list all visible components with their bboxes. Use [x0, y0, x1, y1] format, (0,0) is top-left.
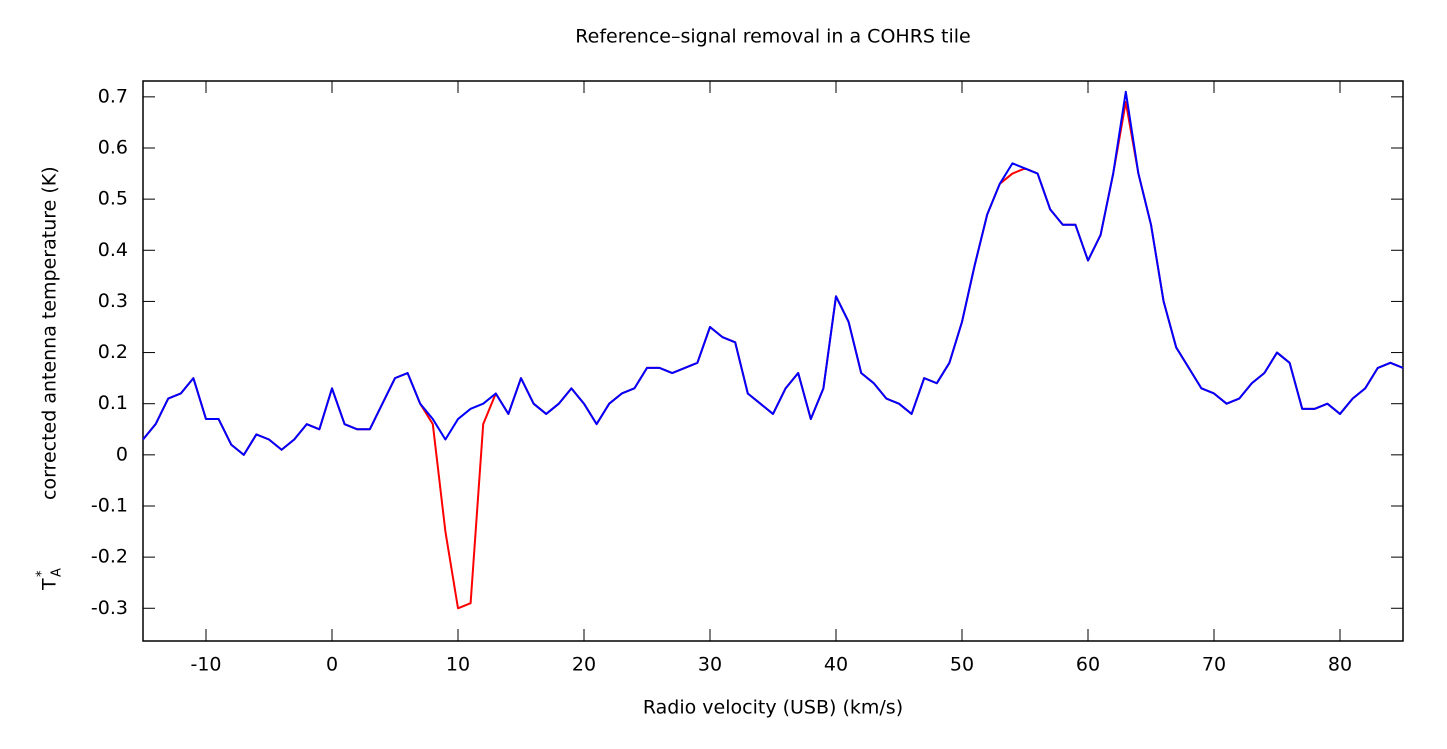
y-tick-label: 0 — [116, 443, 128, 465]
y-tick-label: 0.4 — [98, 239, 128, 261]
y-tick-label: 0.3 — [98, 290, 128, 312]
y-symbol-base: T — [39, 578, 61, 591]
x-tick-label: 80 — [1328, 654, 1352, 676]
y-axis-symbol: T * A — [35, 568, 65, 591]
x-tick-label: 70 — [1202, 654, 1226, 676]
y-symbol-sub: A — [50, 568, 65, 577]
y-tick-label: 0.2 — [98, 341, 128, 363]
y-tick-label: 0.5 — [98, 188, 128, 210]
x-axis-label: Radio velocity (USB) (km/s) — [643, 697, 903, 719]
x-tick-label: 50 — [950, 654, 974, 676]
x-tick-label: 60 — [1076, 654, 1100, 676]
x-tick-label: -10 — [190, 654, 221, 676]
plot-frame — [142, 80, 1404, 642]
series-line — [142, 90, 1404, 456]
y-tick-label: 0.1 — [98, 392, 128, 414]
y-axis-label: corrected antenna temperature (K) — [39, 166, 61, 500]
y-tick-label: -0.1 — [91, 494, 128, 516]
chart-title: Reference–signal removal in a COHRS tile — [575, 26, 970, 48]
y-tick-label: 0.6 — [98, 136, 128, 158]
x-tick-label: 0 — [326, 654, 338, 676]
y-symbol-sup: * — [35, 570, 50, 577]
y-tick-label: -0.2 — [91, 546, 128, 568]
series-line — [142, 100, 1404, 610]
x-tick-label: 20 — [572, 654, 596, 676]
y-tick-label: 0.7 — [98, 85, 128, 107]
y-axis-label-group: corrected antenna temperature (K) — [39, 166, 61, 500]
x-tick-label: 30 — [698, 654, 722, 676]
x-tick-label: 10 — [446, 654, 470, 676]
x-tick-label: 40 — [824, 654, 848, 676]
y-tick-label: -0.3 — [91, 597, 128, 619]
